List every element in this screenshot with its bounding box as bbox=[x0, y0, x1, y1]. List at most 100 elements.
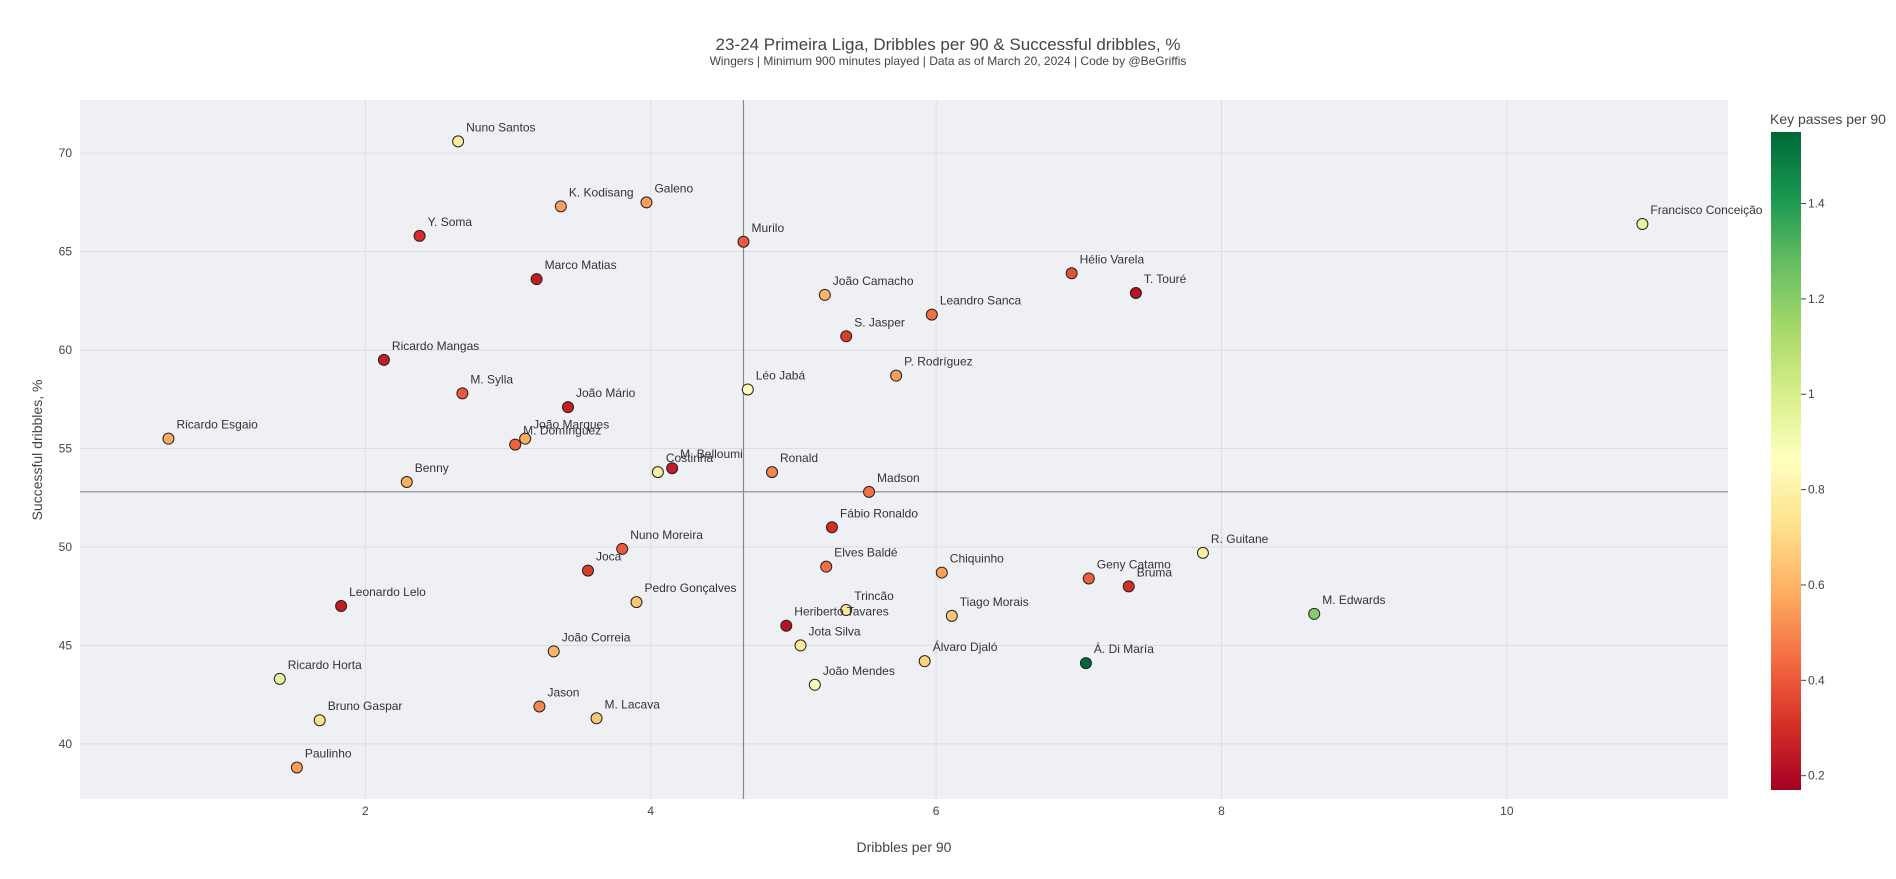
point-label: Geny Catamo bbox=[1097, 557, 1171, 571]
point-label: M. Sylla bbox=[470, 372, 513, 386]
plot-area bbox=[80, 100, 1728, 799]
point-label: Tiago Morais bbox=[960, 595, 1029, 609]
point-label: Bruno Gaspar bbox=[328, 699, 403, 713]
scatter-point bbox=[741, 383, 754, 396]
scatter-point bbox=[808, 678, 821, 691]
point-label: Jota Silva bbox=[809, 624, 861, 638]
scatter-point bbox=[840, 603, 853, 616]
scatter-point bbox=[918, 655, 931, 668]
point-label: João Mário bbox=[576, 386, 636, 400]
scatter-point bbox=[335, 600, 348, 613]
point-label: Heriberto Tavares bbox=[794, 605, 889, 619]
scatter-point bbox=[1636, 218, 1649, 231]
colorbar bbox=[1771, 132, 1801, 790]
point-label: M. Lacava bbox=[605, 697, 661, 711]
y-tick-label: 40 bbox=[59, 737, 73, 751]
scatter-point bbox=[1308, 607, 1321, 620]
x-tick-label: 6 bbox=[933, 804, 940, 818]
scatter-point bbox=[1196, 546, 1209, 559]
y-tick-label: 45 bbox=[59, 638, 73, 652]
reference-lines bbox=[80, 100, 1728, 799]
point-label: K. Kodisang bbox=[569, 185, 634, 199]
point-label: R. Guitane bbox=[1211, 532, 1269, 546]
scatter-point bbox=[766, 466, 779, 479]
point-label: Trincão bbox=[854, 589, 894, 603]
point-label: Elves Baldé bbox=[834, 546, 898, 560]
scatter-point bbox=[945, 609, 958, 622]
point-label: Y. Soma bbox=[428, 215, 473, 229]
scatter-point bbox=[1122, 580, 1135, 593]
scatter-point bbox=[640, 196, 653, 209]
point-label: Chiquinho bbox=[950, 552, 1004, 566]
x-tick-labels: 2 4 6 8 10 bbox=[362, 804, 1514, 818]
scatter-point bbox=[825, 521, 838, 534]
point-label: Madson bbox=[877, 471, 920, 485]
point-label: João Correia bbox=[562, 630, 631, 644]
point-label: Murilo bbox=[751, 221, 784, 235]
scatter-point bbox=[890, 369, 903, 382]
scatter-point bbox=[1065, 267, 1078, 280]
scatter-point bbox=[935, 566, 948, 579]
point-label: Bruma bbox=[1137, 565, 1173, 579]
scatter-point bbox=[313, 714, 326, 727]
scatter-point bbox=[273, 672, 286, 685]
point-label: Leonardo Lelo bbox=[349, 585, 426, 599]
point-label: João Camacho bbox=[833, 274, 914, 288]
scatter-point bbox=[794, 639, 807, 652]
point-label: Hélio Varela bbox=[1080, 252, 1145, 266]
colorbar-tick-label: 0.6 bbox=[1808, 578, 1825, 592]
point-label: Fábio Ronaldo bbox=[840, 506, 918, 520]
scatter-point bbox=[840, 330, 853, 343]
scatter-point bbox=[452, 135, 465, 148]
colorbar-tick-label: 0.4 bbox=[1808, 673, 1825, 687]
scatter-point bbox=[400, 475, 413, 488]
scatter-point bbox=[820, 560, 833, 573]
point-label: Álvaro Djaló bbox=[933, 639, 998, 654]
scatter-point bbox=[413, 229, 426, 242]
point-label: M. Domínguez bbox=[523, 424, 601, 438]
y-tick-labels: 40 45 50 55 60 65 70 bbox=[59, 146, 73, 751]
scatter-point bbox=[666, 462, 679, 475]
colorbar-tick-label: 0.2 bbox=[1808, 769, 1825, 783]
scatter-point bbox=[290, 761, 303, 774]
scatter-point bbox=[616, 542, 629, 555]
scatter-point bbox=[530, 273, 543, 286]
point-label: Marco Matias bbox=[545, 258, 617, 272]
scatter-point bbox=[590, 712, 603, 725]
point-label: S. Jasper bbox=[854, 315, 905, 329]
grid-lines bbox=[80, 100, 1728, 799]
colorbar-tick-label: 0.8 bbox=[1808, 483, 1825, 497]
scatter-point bbox=[863, 485, 876, 498]
point-label: Ricardo Mangas bbox=[392, 339, 479, 353]
point-label: Leandro Sanca bbox=[940, 294, 1022, 308]
scatter-point bbox=[1082, 572, 1095, 585]
scatter-point bbox=[509, 438, 522, 451]
point-label: Francisco Conceição bbox=[1650, 203, 1762, 217]
point-label: Nuno Moreira bbox=[630, 528, 703, 542]
scatter-point bbox=[780, 619, 793, 632]
point-label: Á. Di María bbox=[1094, 641, 1154, 656]
colorbar-tick-label: 1 bbox=[1808, 387, 1815, 401]
scatter-point bbox=[162, 432, 175, 445]
colorbar-tick-label: 1.2 bbox=[1808, 292, 1825, 306]
point-label: Costinha bbox=[666, 451, 714, 465]
x-tick-label: 4 bbox=[647, 804, 654, 818]
x-tick-label: 2 bbox=[362, 804, 369, 818]
scatter-point bbox=[533, 700, 546, 713]
point-label: João Mendes bbox=[823, 664, 895, 678]
y-tick-label: 60 bbox=[59, 343, 73, 357]
scatter-point bbox=[519, 432, 532, 445]
point-label: P. Rodríguez bbox=[904, 355, 973, 369]
y-tick-label: 65 bbox=[59, 245, 73, 259]
colorbar-title: Key passes per 90 bbox=[1770, 111, 1886, 127]
scatter-point bbox=[1079, 657, 1092, 670]
point-label: Ronald bbox=[780, 451, 818, 465]
x-axis-label: Dribbles per 90 bbox=[857, 839, 952, 855]
point-label: M. Belloumi bbox=[680, 447, 743, 461]
scatter-point bbox=[561, 401, 574, 414]
scatter-point bbox=[377, 353, 390, 366]
scatter-point bbox=[630, 596, 643, 609]
point-label: Nuno Santos bbox=[466, 120, 535, 134]
scatter-point bbox=[737, 235, 750, 248]
chart-subtitle: Wingers | Minimum 900 minutes played | D… bbox=[710, 54, 1187, 68]
